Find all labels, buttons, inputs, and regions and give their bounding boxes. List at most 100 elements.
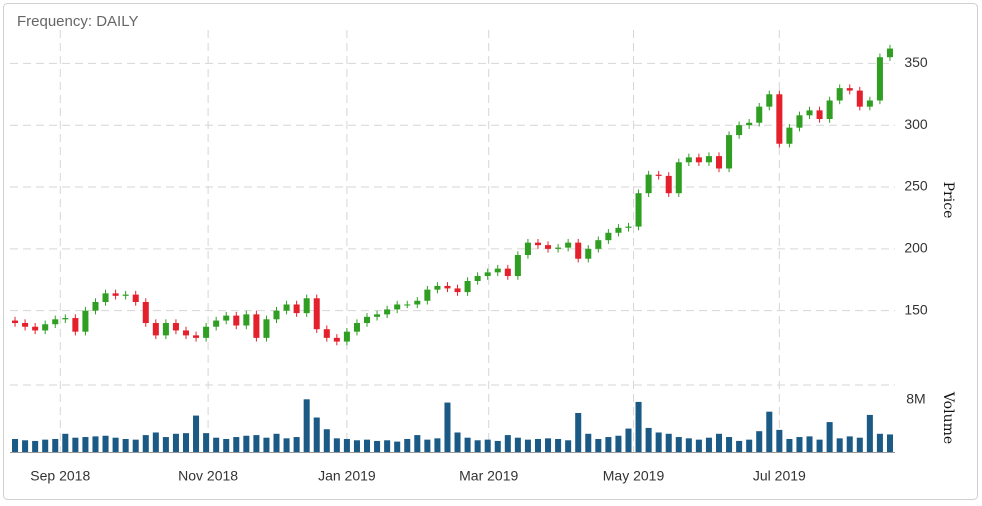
candle-body xyxy=(223,315,230,321)
candle-body xyxy=(464,280,471,293)
volume-bar xyxy=(203,433,210,452)
candle-body xyxy=(32,326,39,331)
candle-body xyxy=(545,245,552,249)
candle-body xyxy=(243,314,250,326)
volume-bar xyxy=(484,439,491,452)
y-tick-label: 250 xyxy=(904,178,928,194)
candle-body xyxy=(72,318,79,332)
candle-body xyxy=(82,310,89,332)
volume-bar xyxy=(545,438,552,452)
y-axis-label: Price xyxy=(940,182,956,219)
candle-body xyxy=(685,157,692,163)
candle-body xyxy=(565,242,572,248)
candle-body xyxy=(726,135,733,169)
volume-bar xyxy=(132,439,139,452)
volume-bar xyxy=(866,414,873,452)
volume-bar xyxy=(736,440,743,452)
candle-body xyxy=(203,326,210,338)
candle-body xyxy=(293,304,300,314)
volume-bar xyxy=(615,435,622,452)
volume-bar xyxy=(102,435,109,452)
candle-body xyxy=(615,227,622,233)
candle-body xyxy=(193,335,200,338)
x-tick-label: Jul 2019 xyxy=(753,468,806,484)
volume-bar xyxy=(645,427,652,452)
candle-body xyxy=(353,323,360,332)
volume-bar xyxy=(746,439,753,452)
volume-bar xyxy=(343,438,350,452)
candle-body xyxy=(122,294,129,296)
candle-body xyxy=(635,193,642,227)
volume-bar xyxy=(263,437,270,452)
volume-bar xyxy=(806,436,813,452)
candle-body xyxy=(92,302,99,311)
volume-bar xyxy=(685,438,692,452)
candle-body xyxy=(404,304,411,306)
candle-body xyxy=(776,94,783,144)
volume-bar xyxy=(504,435,511,452)
y2-tick-label: 8M xyxy=(906,391,925,407)
candle-body xyxy=(172,323,179,331)
volume-bar xyxy=(62,433,69,452)
x-tick-label: Mar 2019 xyxy=(459,468,518,484)
candle-body xyxy=(434,285,441,290)
y-tick-label: 150 xyxy=(904,301,928,317)
candle-body xyxy=(384,309,391,315)
candle-body xyxy=(414,300,421,305)
candle-body xyxy=(695,157,702,163)
candle-body xyxy=(846,88,853,91)
candle-body xyxy=(605,232,612,241)
candle-body xyxy=(283,304,290,311)
candle-body xyxy=(233,315,240,326)
volume-bar xyxy=(162,437,169,452)
volume-bar xyxy=(836,438,843,452)
candle-body xyxy=(484,272,491,277)
candle-body xyxy=(364,316,371,324)
volume-bar xyxy=(454,432,461,452)
candle-body xyxy=(444,285,451,289)
volume-bar xyxy=(32,440,39,452)
candle-body xyxy=(333,337,340,342)
volume-bar xyxy=(625,428,632,452)
volume-bar xyxy=(414,435,421,452)
candle-body xyxy=(555,247,562,249)
volume-bar xyxy=(816,439,823,452)
volume-bar xyxy=(353,440,360,452)
candle-body xyxy=(836,88,843,101)
volume-bar xyxy=(213,437,220,452)
candle-body xyxy=(866,100,873,107)
candle-body xyxy=(474,276,481,281)
candle-body xyxy=(585,248,592,259)
volume-bar xyxy=(886,434,893,452)
volume-bar xyxy=(796,437,803,452)
x-tick-label: Sep 2018 xyxy=(30,468,90,484)
candle-body xyxy=(856,90,863,107)
chart-frame xyxy=(3,3,978,500)
volume-bar xyxy=(826,422,833,452)
volume-bar xyxy=(122,438,129,452)
volume-bar xyxy=(514,437,521,452)
volume-bar xyxy=(333,438,340,452)
volume-bar xyxy=(474,440,481,452)
volume-bar xyxy=(52,438,59,452)
candle-body xyxy=(625,226,632,228)
candle-body xyxy=(655,174,662,176)
candle-body xyxy=(162,323,169,336)
x-tick-label: Jan 2019 xyxy=(318,468,376,484)
volume-bar xyxy=(42,439,49,452)
volume-bar xyxy=(374,440,381,452)
candle-body xyxy=(715,156,723,169)
volume-bar xyxy=(182,433,190,452)
candle-body xyxy=(42,324,49,331)
volume-bar xyxy=(565,440,572,452)
candle-body xyxy=(343,331,350,342)
volume-bar xyxy=(434,438,441,452)
volume-bar xyxy=(605,437,612,452)
candle-body xyxy=(514,255,521,277)
candle-body xyxy=(424,289,431,301)
volume-bar xyxy=(444,402,451,452)
candle-body xyxy=(303,298,310,314)
y-tick-label: 300 xyxy=(904,116,928,132)
candle-body xyxy=(102,293,109,302)
candle-body xyxy=(313,298,320,330)
